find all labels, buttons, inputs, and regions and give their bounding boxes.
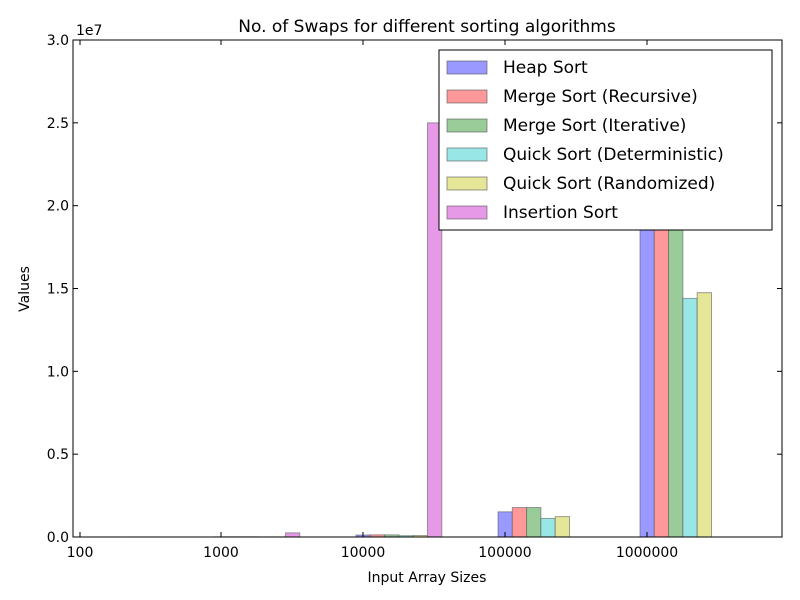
x-axis-label: Input Array Sizes xyxy=(368,570,487,586)
y-tick-label: 0.0 xyxy=(47,530,69,546)
bar-insertion-sort-1000 xyxy=(285,532,301,538)
bar-merge-sort-iterative--100000 xyxy=(526,507,542,538)
y-tick-label: 3.0 xyxy=(47,33,69,49)
chart-title: No. of Swaps for different sorting algor… xyxy=(238,17,616,37)
x-tick-label: 1000000 xyxy=(616,545,678,561)
y-scale-label: 1e7 xyxy=(76,23,102,39)
y-tick-label: 2.0 xyxy=(47,199,69,215)
x-axis: 100 1000 10000 100000 1000000 xyxy=(67,40,678,561)
bars-group xyxy=(72,122,713,538)
y-tick-label: 1.0 xyxy=(47,364,69,380)
x-tick-label: 100000 xyxy=(478,545,531,561)
bar-merge-sort-recursive--100000 xyxy=(511,507,528,538)
legend-label: Merge Sort (Recursive) xyxy=(503,87,698,107)
y-tick-label: 2.5 xyxy=(47,116,69,132)
legend-label: Insertion Sort xyxy=(503,203,618,223)
bar-merge-sort-iterative--1000000 xyxy=(668,205,684,538)
legend-swatch xyxy=(446,176,488,191)
bar-quick-sort-randomized--1000000 xyxy=(696,292,713,538)
legend-label: Quick Sort (Randomized) xyxy=(503,174,715,194)
legend: Heap Sort Merge Sort (Recursive) Merge Sor… xyxy=(438,49,773,231)
bar-quick-sort-deterministic--100000 xyxy=(540,517,556,538)
y-axis-label: Values xyxy=(17,266,33,312)
x-tick-label: 100 xyxy=(67,545,94,561)
legend-label: Heap Sort xyxy=(503,58,588,78)
legend-swatch xyxy=(446,60,488,75)
legend-label: Quick Sort (Deterministic) xyxy=(503,145,724,165)
y-tick-label: 0.5 xyxy=(47,447,69,463)
legend-swatch xyxy=(446,205,488,220)
y-tick-label: 1.5 xyxy=(47,282,69,298)
legend-swatch xyxy=(446,89,488,104)
legend-swatch xyxy=(446,118,488,133)
legend-label: Merge Sort (Iterative) xyxy=(503,116,686,136)
legend-box xyxy=(438,49,773,231)
bar-heap-sort-1000000 xyxy=(639,225,655,538)
x-tick-label: 1000 xyxy=(203,545,239,561)
bar-quick-sort-randomized--100000 xyxy=(554,516,571,538)
bar-merge-sort-recursive--1000000 xyxy=(653,205,670,538)
legend-swatch xyxy=(446,147,488,162)
x-tick-label: 10000 xyxy=(341,545,386,561)
y-axis: 0.0 0.5 1.0 1.5 2.0 2.5 3.0 xyxy=(47,33,782,546)
bar-quick-sort-deterministic--1000000 xyxy=(682,297,698,538)
